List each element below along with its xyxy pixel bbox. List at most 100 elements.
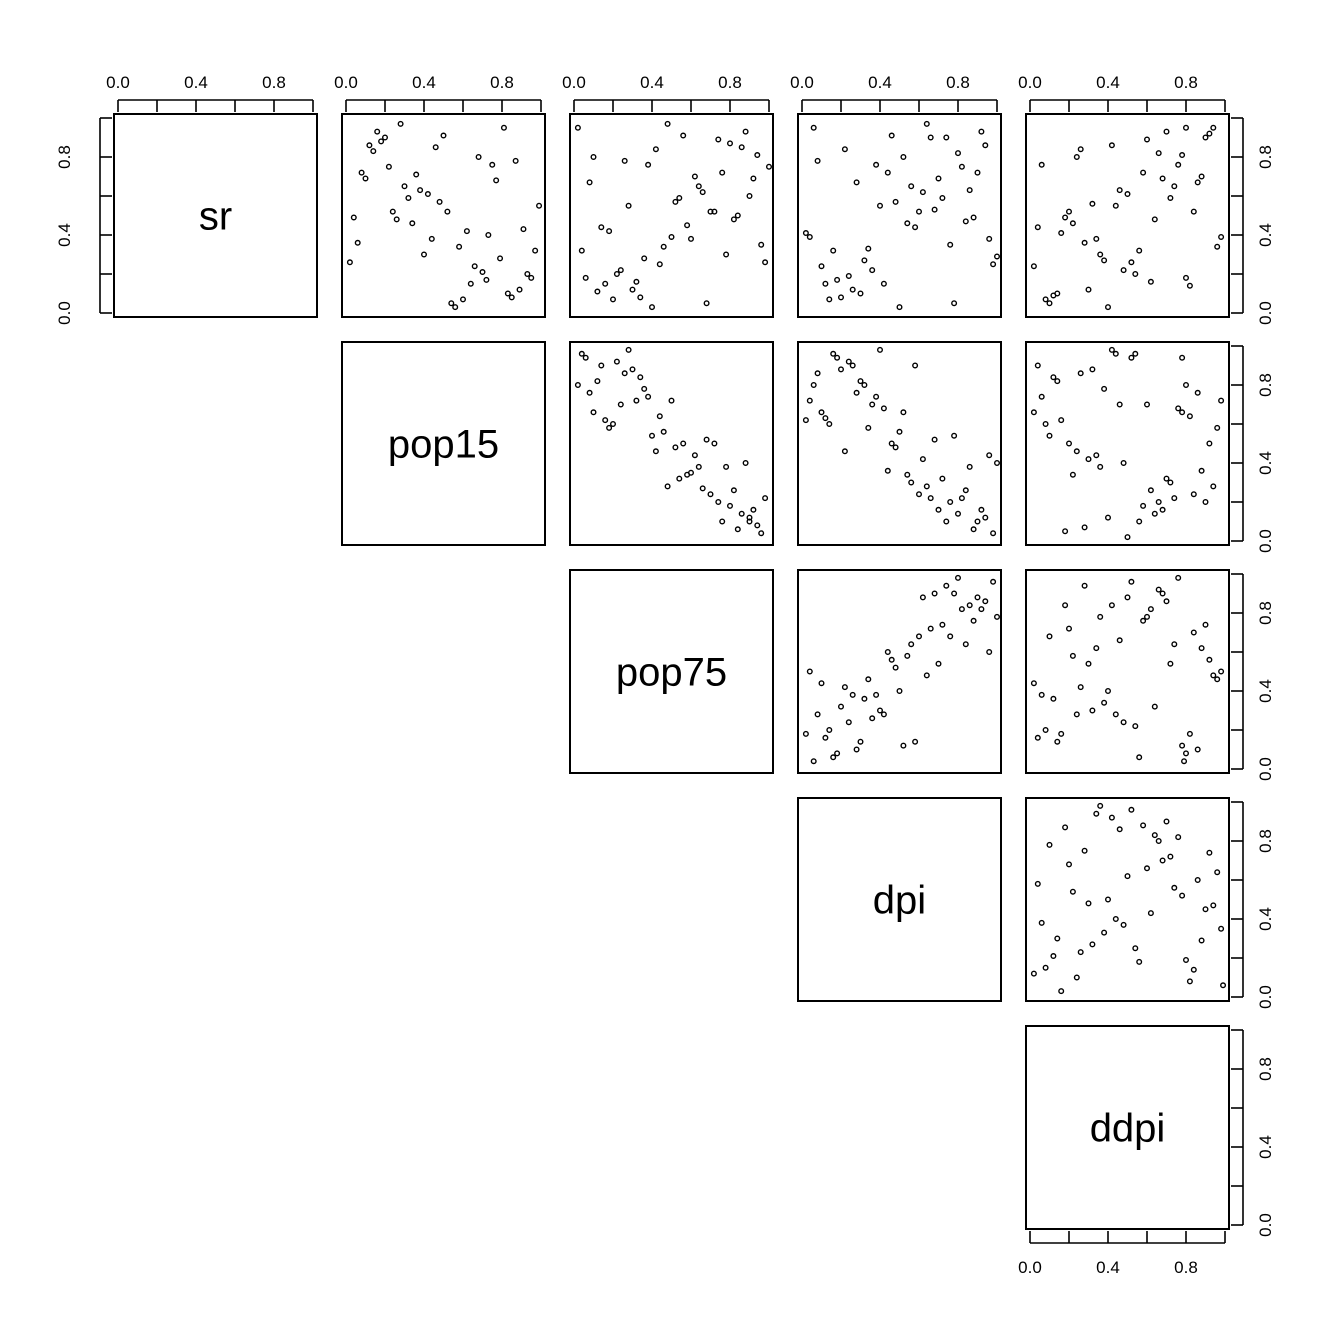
data-point-ddpi-vs-sr <box>1112 202 1119 209</box>
data-point-dpi-vs-pop15 <box>841 448 848 455</box>
data-point-pop15-vs-sr <box>512 157 519 164</box>
data-point-pop75-vs-pop15 <box>660 428 667 435</box>
data-point-pop75-vs-sr <box>613 271 620 278</box>
data-point-dpi-vs-pop15 <box>962 487 969 494</box>
data-point-pop15-vs-sr <box>362 175 369 182</box>
data-point-ddpi-vs-pop15 <box>1116 401 1123 408</box>
data-point-ddpi-vs-sr <box>1198 173 1205 180</box>
data-point-ddpi-vs-sr <box>1046 300 1053 307</box>
data-point-ddpi-vs-pop15 <box>1143 401 1150 408</box>
data-point-dpi-vs-pop75 <box>818 680 825 687</box>
data-point-ddpi-vs-sr <box>1128 259 1135 266</box>
data-point-pop15-vs-sr <box>346 259 353 266</box>
data-point-dpi-vs-sr <box>970 214 977 221</box>
data-point-ddpi-vs-pop75 <box>1120 719 1127 726</box>
data-point-pop75-vs-pop15 <box>723 463 730 470</box>
data-point-dpi-vs-pop75 <box>869 715 876 722</box>
data-point-ddpi-vs-dpi <box>1218 925 1225 932</box>
data-point-dpi-vs-pop15 <box>986 452 993 459</box>
data-point-ddpi-vs-pop75 <box>1190 629 1197 636</box>
data-point-dpi-vs-pop75 <box>802 730 809 737</box>
data-point-pop75-vs-sr <box>598 224 605 231</box>
data-point-pop75-vs-sr <box>649 304 656 311</box>
data-point-dpi-vs-sr <box>877 202 884 209</box>
data-point-pop75-vs-sr <box>625 202 632 209</box>
data-point-dpi-vs-pop15 <box>958 495 965 502</box>
data-point-pop15-vs-sr <box>471 263 478 270</box>
data-point-dpi-vs-pop15 <box>916 491 923 498</box>
data-point-ddpi-vs-pop75 <box>1194 746 1201 753</box>
data-point-dpi-vs-pop75 <box>990 578 997 585</box>
data-point-ddpi-vs-pop15 <box>1175 405 1182 412</box>
data-point-pop15-vs-sr <box>460 296 467 303</box>
left-tick-label: 0.8 <box>55 145 74 169</box>
data-point-dpi-vs-pop75 <box>935 660 942 667</box>
data-point-dpi-vs-pop75 <box>955 574 962 581</box>
top-tick-label: 0.0 <box>562 73 586 92</box>
data-point-pop15-vs-sr <box>504 290 511 297</box>
data-point-dpi-vs-pop75 <box>810 758 817 765</box>
data-point-ddpi-vs-sr <box>1182 124 1189 131</box>
data-point-dpi-vs-pop75 <box>845 719 852 726</box>
data-point-dpi-vs-pop15 <box>982 514 989 521</box>
panel-frame-sr-ddpi <box>1025 113 1230 318</box>
data-point-pop75-vs-sr <box>617 267 624 274</box>
data-point-ddpi-vs-sr <box>1069 220 1076 227</box>
data-point-dpi-vs-pop75 <box>865 676 872 683</box>
data-point-pop15-vs-sr <box>436 198 443 205</box>
data-point-pop75-vs-pop15 <box>734 526 741 533</box>
data-point-pop75-vs-pop15 <box>629 366 636 373</box>
data-point-dpi-vs-pop75 <box>838 703 845 710</box>
data-point-pop15-vs-sr <box>358 169 365 176</box>
top-tick-label: 0.8 <box>490 73 514 92</box>
data-point-pop75-vs-sr <box>727 140 734 147</box>
data-point-pop15-vs-sr <box>444 208 451 215</box>
data-point-ddpi-vs-sr <box>1030 263 1037 270</box>
data-point-ddpi-vs-sr <box>1054 290 1061 297</box>
data-point-ddpi-vs-pop15 <box>1206 440 1213 447</box>
data-point-ddpi-vs-pop75 <box>1147 606 1154 613</box>
data-point-dpi-vs-pop15 <box>853 389 860 396</box>
data-point-ddpi-vs-pop75 <box>1046 633 1053 640</box>
data-point-dpi-vs-pop75 <box>931 590 938 597</box>
data-point-dpi-vs-pop15 <box>935 506 942 513</box>
data-point-ddpi-vs-pop75 <box>1065 625 1072 632</box>
data-point-ddpi-vs-sr <box>1120 267 1127 274</box>
data-point-pop75-vs-sr <box>590 153 597 160</box>
data-point-dpi-vs-pop75 <box>970 617 977 624</box>
data-point-ddpi-vs-pop15 <box>1069 471 1076 478</box>
variable-label-dpi: dpi <box>873 879 926 923</box>
data-point-ddpi-vs-dpi <box>1194 877 1201 884</box>
data-point-ddpi-vs-sr <box>1151 216 1158 223</box>
data-point-ddpi-vs-pop75 <box>1077 684 1084 691</box>
data-point-dpi-vs-pop75 <box>947 633 954 640</box>
data-point-ddpi-vs-dpi <box>1182 956 1189 963</box>
data-point-pop75-vs-sr <box>668 233 675 240</box>
data-point-ddpi-vs-pop75 <box>1143 613 1150 620</box>
data-point-ddpi-vs-dpi <box>1069 888 1076 895</box>
data-point-ddpi-vs-dpi <box>1190 966 1197 973</box>
data-point-pop75-vs-sr <box>610 296 617 303</box>
data-point-ddpi-vs-dpi <box>1171 884 1178 891</box>
data-point-dpi-vs-sr <box>908 183 915 190</box>
data-point-ddpi-vs-dpi <box>1101 929 1108 936</box>
data-point-ddpi-vs-dpi <box>1120 921 1127 928</box>
data-point-ddpi-vs-sr <box>1202 134 1209 141</box>
data-point-pop75-vs-sr <box>711 208 718 215</box>
data-point-ddpi-vs-sr <box>1140 169 1147 176</box>
variable-label-ddpi: ddpi <box>1090 1107 1166 1151</box>
data-point-ddpi-vs-pop75 <box>1140 617 1147 624</box>
data-point-dpi-vs-pop15 <box>888 440 895 447</box>
data-point-dpi-vs-sr <box>912 224 919 231</box>
data-point-ddpi-vs-sr <box>1085 286 1092 293</box>
data-point-ddpi-vs-sr <box>1182 274 1189 281</box>
data-point-ddpi-vs-sr <box>1175 161 1182 168</box>
data-point-ddpi-vs-dpi <box>1089 941 1096 948</box>
data-point-ddpi-vs-sr <box>1186 282 1193 289</box>
right-tick-label: 0.4 <box>1256 907 1275 931</box>
data-point-ddpi-vs-dpi <box>1202 906 1209 913</box>
data-point-dpi-vs-pop15 <box>978 506 985 513</box>
variable-label-pop15: pop15 <box>388 423 499 467</box>
data-point-dpi-vs-pop15 <box>994 460 1001 467</box>
right-tick-label: 0.8 <box>1256 145 1275 169</box>
